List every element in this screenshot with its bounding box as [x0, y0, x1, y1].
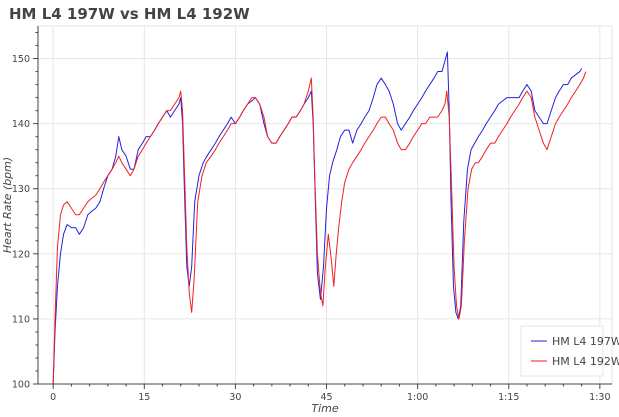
legend-label-192w: HM L4 192W — [552, 355, 619, 368]
y-tick-label: 150 — [12, 54, 30, 65]
x-tick-label: 1:00 — [407, 392, 428, 403]
legend-label-197w: HM L4 197W — [552, 335, 619, 348]
x-tick-label: 1:15 — [498, 392, 519, 403]
legend: HM L4 197W HM L4 192W — [520, 325, 619, 377]
x-axis-label: Time — [311, 402, 338, 415]
x-tick-label: 1:30 — [589, 392, 610, 403]
y-axis-label: Heart Rate (bpm) — [1, 157, 14, 253]
x-tick-label: 45 — [320, 392, 332, 403]
x-tick-label: 15 — [138, 392, 150, 403]
axes: 100 110 120 130 140 150 0 15 30 45 1:00 1:15 1:30 — [12, 26, 612, 403]
chart-title: HM L4 197W vs HM L4 192W — [9, 5, 250, 23]
y-tick-label: 140 — [12, 119, 30, 130]
x-tick-label: 0 — [50, 392, 56, 403]
legend-box — [520, 325, 604, 377]
x-tick-label: 30 — [229, 392, 241, 403]
series-layer — [52, 51, 587, 385]
y-tick-label: 100 — [12, 380, 30, 391]
y-tick-label: 110 — [12, 314, 30, 325]
y-tick-label: 120 — [12, 249, 30, 260]
series-line-1 — [52, 71, 587, 385]
y-tick-label: 130 — [12, 184, 30, 195]
